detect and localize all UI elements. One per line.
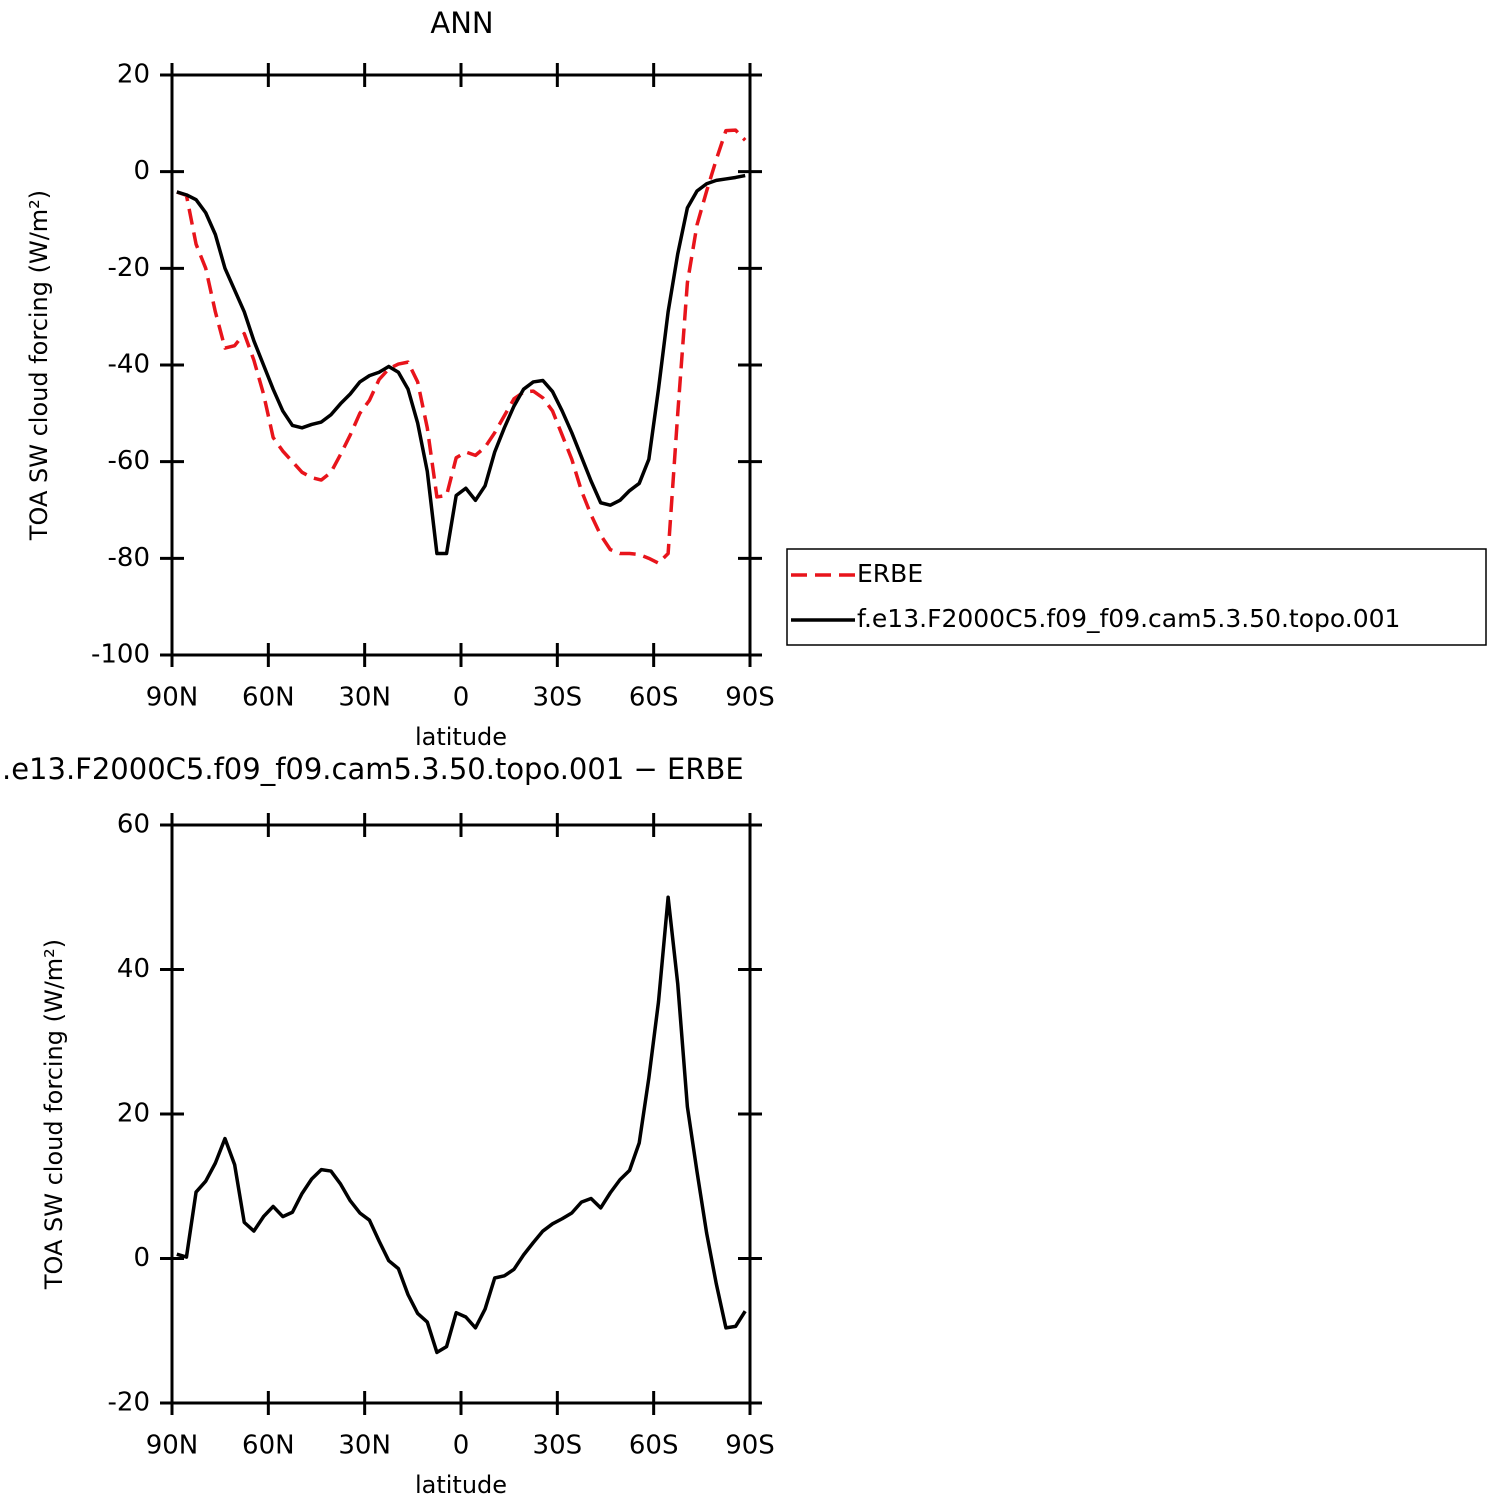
x-tick-label: 0 xyxy=(453,683,470,713)
y-axis-label: TOA SW cloud forcing (W/m²) xyxy=(25,190,53,541)
y-tick-label: -80 xyxy=(108,543,150,573)
x-tick-label: 90S xyxy=(725,1431,775,1461)
y-tick-label: -20 xyxy=(108,1388,150,1418)
y-tick-label: 40 xyxy=(117,954,150,984)
x-tick-label: 90N xyxy=(146,683,199,713)
panel: ANN -100 -80 -60 -40 -20 0 20 90N 60N 30N 0 30S 60S 90… xyxy=(25,6,1487,751)
y-tick-label: -40 xyxy=(108,350,150,380)
x-tick-label: 30S xyxy=(533,1431,583,1461)
x-tick-label: 30S xyxy=(533,683,583,713)
data-line xyxy=(176,173,746,556)
y-tick-label: 0 xyxy=(133,156,150,186)
legend-label: ERBE xyxy=(857,559,923,588)
y-tick-label: 20 xyxy=(117,1099,150,1129)
x-tick-label: 90S xyxy=(725,683,775,713)
x-axis-label: latitude xyxy=(415,1471,507,1499)
data-line xyxy=(176,895,747,1355)
y-tick-label: 60 xyxy=(117,810,150,840)
y-tick-label: -100 xyxy=(91,640,150,670)
y-axis-label: TOA SW cloud forcing (W/m²) xyxy=(40,939,68,1290)
x-tick-label: 60S xyxy=(629,1431,679,1461)
chart-title: .e13.F2000C5.f09_f09.cam5.3.50.topo.001 … xyxy=(2,752,744,786)
x-tick-label: 90N xyxy=(146,1431,199,1461)
x-tick-label: 0 xyxy=(453,1431,470,1461)
x-tick-label: 60N xyxy=(242,1431,295,1461)
y-tick-label: 0 xyxy=(133,1243,150,1273)
panel: .e13.F2000C5.f09_f09.cam5.3.50.topo.001 … xyxy=(2,752,775,1499)
y-tick-label: 20 xyxy=(117,60,150,90)
plot-frame xyxy=(170,73,752,657)
x-tick-label: 30N xyxy=(338,683,391,713)
data-line xyxy=(176,128,747,565)
legend-box xyxy=(786,548,1487,646)
y-tick-label: -20 xyxy=(108,253,150,283)
legend-label: f.e13.F2000C5.f09_f09.cam5.3.50.topo.001 xyxy=(857,604,1400,633)
x-tick-label: 60S xyxy=(629,683,679,713)
plot-frame xyxy=(170,823,752,1405)
chart-title: ANN xyxy=(430,6,493,40)
x-axis-label: latitude xyxy=(415,723,507,751)
x-tick-label: 30N xyxy=(338,1431,391,1461)
x-tick-label: 60N xyxy=(242,683,295,713)
y-tick-label: -60 xyxy=(108,446,150,476)
